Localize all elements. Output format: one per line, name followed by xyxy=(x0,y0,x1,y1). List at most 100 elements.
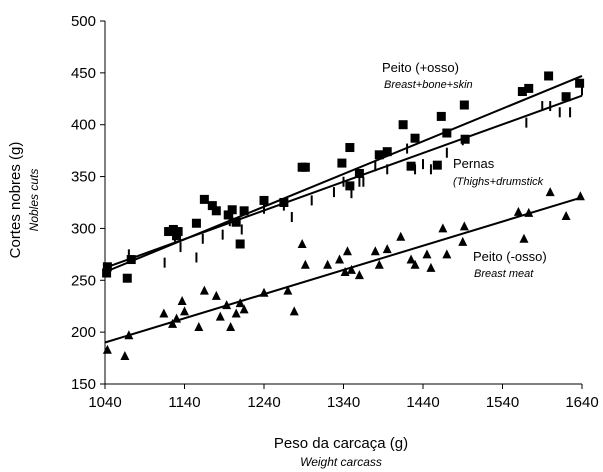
data-point-square xyxy=(524,83,534,93)
x-tick-label: 1440 xyxy=(406,394,439,411)
data-point-square xyxy=(374,150,384,160)
data-point-square xyxy=(442,128,452,138)
series-label-breast-meat: Peito (-osso) xyxy=(473,249,547,264)
data-point-triangle xyxy=(231,308,241,318)
x-tick-label: 1340 xyxy=(327,394,360,411)
x-tick-label: 1140 xyxy=(168,394,200,411)
data-point-square xyxy=(460,134,470,144)
data-point-square xyxy=(459,100,469,110)
data-point-triangle xyxy=(102,344,112,354)
axes xyxy=(104,21,582,385)
y-tick-label: 150 xyxy=(71,376,96,393)
data-point-square xyxy=(173,227,183,237)
data-point-triangle xyxy=(370,246,380,256)
data-point-square xyxy=(345,181,355,191)
data-point-triangle xyxy=(215,311,225,321)
x-tick-label: 1540 xyxy=(486,394,519,411)
fit-lines xyxy=(104,75,583,344)
data-point-triangle xyxy=(382,244,392,254)
series-label-breast-bone-en: Breast+bone+skin xyxy=(384,79,473,91)
series-label-breast-meat-en: Breast meat xyxy=(474,268,534,280)
data-point-triangle xyxy=(168,318,178,328)
y-axis-label-en: Nobles cuts xyxy=(27,169,41,232)
data-point-triangle xyxy=(124,330,134,340)
data-point-triangle xyxy=(211,290,221,300)
data-point-square xyxy=(199,194,209,204)
data-point-square xyxy=(382,147,392,157)
data-point-square xyxy=(191,218,201,228)
data-point-square xyxy=(544,71,554,81)
data-point-square xyxy=(122,273,132,283)
data-point-triangle xyxy=(561,210,571,220)
series-label-breast-bone: Peito (+osso) xyxy=(382,60,459,75)
data-point-triangle xyxy=(519,233,529,243)
data-point-square xyxy=(337,158,347,168)
data-point-square xyxy=(432,160,442,170)
data-point-triangle xyxy=(575,191,585,201)
data-point-triangle xyxy=(172,313,182,323)
data-point-square xyxy=(259,195,269,205)
data-point-square xyxy=(398,120,408,130)
y-tick-label: 400 xyxy=(71,117,96,134)
data-point-square xyxy=(102,262,112,272)
y-tick-label: 300 xyxy=(71,220,96,237)
series-label-legs-en: (Thighs+drumstick xyxy=(453,176,544,188)
data-point-triangle xyxy=(300,259,310,269)
data-point-triangle xyxy=(342,246,352,256)
x-axis-label: Peso da carcaça (g) xyxy=(274,435,408,452)
data-point-triangle xyxy=(335,254,345,264)
data-point-triangle xyxy=(194,321,204,331)
y-tick-label: 350 xyxy=(71,169,96,186)
data-point-square xyxy=(300,162,310,172)
data-point-triangle xyxy=(346,264,356,274)
x-tick-label: 1040 xyxy=(88,394,121,411)
data-point-square xyxy=(227,205,237,215)
data-point-triangle xyxy=(239,304,249,314)
data-point-triangle xyxy=(438,223,448,233)
data-point-triangle xyxy=(222,300,232,310)
data-point-triangle xyxy=(426,262,436,272)
data-point-square xyxy=(211,206,221,216)
data-point-triangle xyxy=(545,187,555,197)
data-point-square xyxy=(345,143,355,153)
data-point-triangle xyxy=(199,285,209,295)
data-point-triangle xyxy=(458,236,468,246)
data-point-square xyxy=(164,227,174,237)
data-point-triangle xyxy=(410,259,420,269)
x-ticks: 1040 1140 1240 1340 1440 1540 1640 xyxy=(88,384,599,411)
data-point-square xyxy=(436,111,446,121)
x-tick-label: 1640 xyxy=(565,394,598,411)
data-point-triangle xyxy=(259,287,269,297)
data-point-square xyxy=(406,161,416,171)
data-point-square xyxy=(102,268,112,278)
y-ticks: 150 200 250 300 350 400 450 500 xyxy=(71,13,105,393)
y-tick-label: 250 xyxy=(71,272,96,289)
data-point-triangle xyxy=(159,308,169,318)
data-point-square xyxy=(239,206,249,216)
data-point-square xyxy=(231,217,241,227)
data-point-triangle xyxy=(180,306,189,316)
y-tick-label: 200 xyxy=(71,324,96,341)
data-point-triangle xyxy=(323,259,333,269)
data-point-triangle xyxy=(354,270,364,280)
data-point-square xyxy=(223,210,233,220)
data-point-triangle xyxy=(513,206,523,216)
data-point-square xyxy=(168,224,178,234)
data-points xyxy=(102,71,585,360)
data-point-square xyxy=(207,201,217,211)
data-point-triangle xyxy=(120,350,130,360)
data-point-triangle xyxy=(374,259,384,269)
data-point-triangle xyxy=(289,306,299,316)
data-point-triangle xyxy=(442,249,452,259)
fit-line-triangle xyxy=(104,196,583,344)
y-axis-label: Cortes nobres (g) xyxy=(7,142,24,259)
data-point-triangle xyxy=(459,221,469,231)
data-point-triangle xyxy=(235,298,245,308)
data-point-square xyxy=(561,92,571,102)
data-point-triangle xyxy=(297,238,307,248)
data-point-square xyxy=(126,255,136,265)
data-point-square xyxy=(235,239,245,249)
data-point-triangle xyxy=(177,296,187,306)
series-label-legs: Pernas xyxy=(453,156,495,171)
